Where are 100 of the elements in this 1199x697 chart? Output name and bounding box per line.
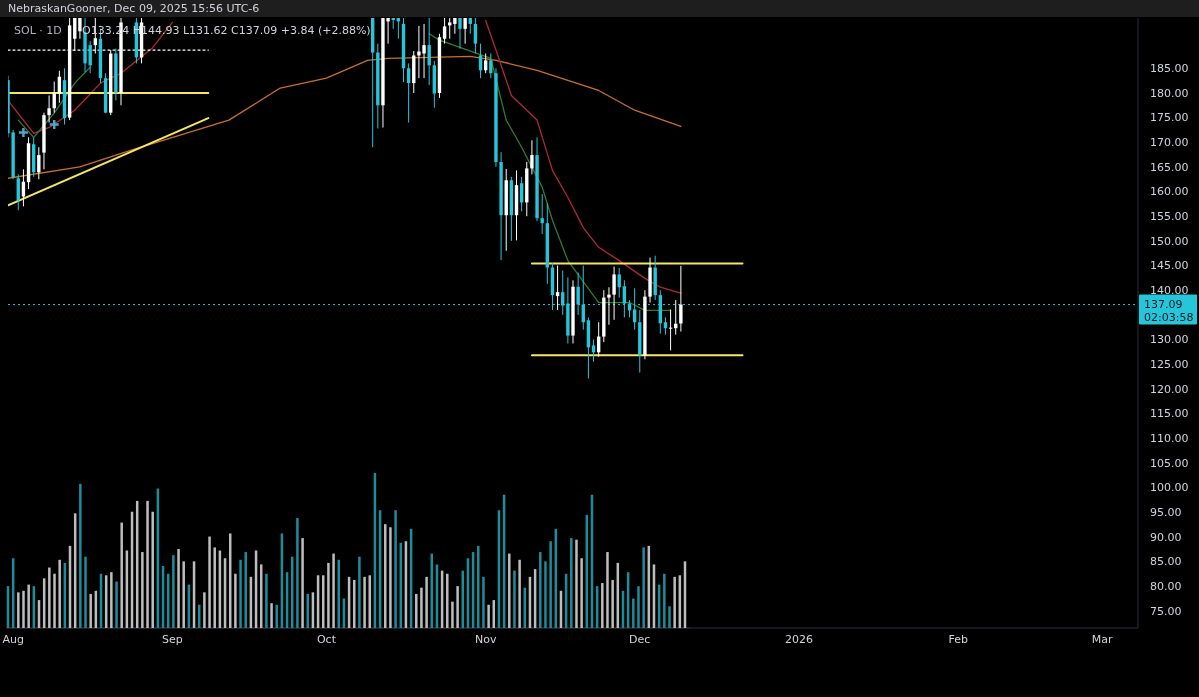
y-tick-label: 130.00: [1150, 333, 1189, 347]
bar: [394, 510, 397, 628]
y-tick-label: 125.00: [1150, 358, 1189, 372]
bar: [642, 547, 645, 628]
x-tick-label: Nov: [474, 633, 497, 646]
bar: [244, 552, 247, 628]
candlestick: [453, 18, 457, 35]
bar: [58, 559, 61, 628]
candlestick: [47, 94, 51, 124]
bar: [177, 548, 180, 628]
bar: [84, 556, 87, 628]
bar: [327, 562, 330, 628]
bar: [353, 579, 356, 628]
candlestick: [612, 266, 616, 321]
candlestick: [406, 62, 411, 124]
candlestick: [530, 139, 534, 175]
line-series: [8, 55, 682, 179]
bar: [270, 603, 273, 628]
bar: [17, 592, 20, 628]
bar: [146, 500, 149, 628]
bar: [508, 553, 511, 628]
bar: [477, 545, 480, 628]
bar: [420, 587, 423, 628]
candlestick: [555, 265, 560, 311]
bar: [601, 583, 604, 628]
y-tick-label: 185.00: [1150, 62, 1189, 76]
candlestick: [668, 308, 673, 351]
y-tick-label: 85.00: [1150, 555, 1182, 569]
bar: [22, 590, 25, 628]
y-tick-label: 165.00: [1150, 160, 1189, 174]
bar: [79, 483, 82, 628]
x-tick-label: Sep: [162, 633, 183, 646]
y-tick-label: 90.00: [1150, 530, 1182, 544]
bar: [575, 539, 578, 628]
y-tick-label: 175.00: [1150, 111, 1189, 125]
bar: [425, 576, 428, 628]
candlestick: [632, 287, 637, 331]
bar: [518, 559, 521, 628]
x-tick-label: 2026: [785, 633, 813, 646]
bar: [141, 552, 144, 628]
candlestick: [576, 271, 580, 316]
bar: [203, 592, 206, 628]
candlestick: [78, 18, 82, 40]
bar: [482, 576, 485, 628]
bar: [53, 573, 56, 628]
candlestick: [52, 81, 56, 114]
candlestick: [442, 18, 447, 45]
bar: [544, 561, 547, 628]
bar: [570, 538, 573, 628]
bar: [389, 527, 392, 628]
bar: [513, 570, 516, 628]
bar: [110, 572, 113, 628]
bar: [208, 536, 211, 628]
y-tick-label: 155.00: [1150, 210, 1189, 224]
x-tick-label: Dec: [629, 633, 651, 646]
bar: [358, 556, 361, 628]
bar: [234, 573, 237, 628]
x-tick-label: Aug: [2, 633, 24, 646]
candlestick: [489, 53, 493, 79]
candlestick: [37, 146, 41, 180]
bar: [611, 579, 614, 628]
bar: [549, 541, 552, 628]
bar: [539, 552, 542, 628]
bar: [182, 561, 185, 628]
x-tick-label: Mar: [1091, 633, 1113, 646]
bar: [332, 553, 335, 628]
y-tick-label: 115.00: [1150, 407, 1189, 421]
candlestick: [591, 339, 596, 363]
candlestick: [473, 18, 478, 55]
y-tick-label: 100.00: [1150, 481, 1189, 495]
bar: [213, 547, 216, 628]
bar: [668, 606, 671, 628]
candlestick: [607, 286, 611, 326]
candlestick: [21, 168, 26, 207]
candlestick: [463, 18, 467, 45]
bar: [363, 576, 366, 628]
bar: [89, 593, 92, 628]
bar: [265, 573, 268, 628]
bar: [637, 586, 640, 628]
y-tick-label: 120.00: [1150, 382, 1189, 396]
bar: [306, 593, 309, 628]
candlestick: [679, 265, 683, 333]
x-tick-label: Oct: [316, 633, 337, 646]
y-tick-label: 180.00: [1150, 86, 1189, 100]
bar: [172, 555, 175, 628]
bar: [296, 517, 299, 628]
bar: [48, 567, 51, 628]
bar: [451, 601, 454, 628]
candlestick: [617, 267, 621, 299]
y-tick-label: 105.00: [1150, 456, 1189, 470]
candlestick: [483, 53, 488, 74]
bar: [673, 576, 676, 628]
bar: [487, 604, 490, 628]
bar: [275, 604, 278, 628]
bar: [151, 511, 154, 628]
text: 02:03:58: [1144, 311, 1194, 325]
y-tick-label: 110.00: [1150, 432, 1189, 445]
ref-line-label: 137.09: [1144, 298, 1183, 312]
candlestick: [540, 193, 544, 235]
candlestick: [478, 43, 483, 79]
